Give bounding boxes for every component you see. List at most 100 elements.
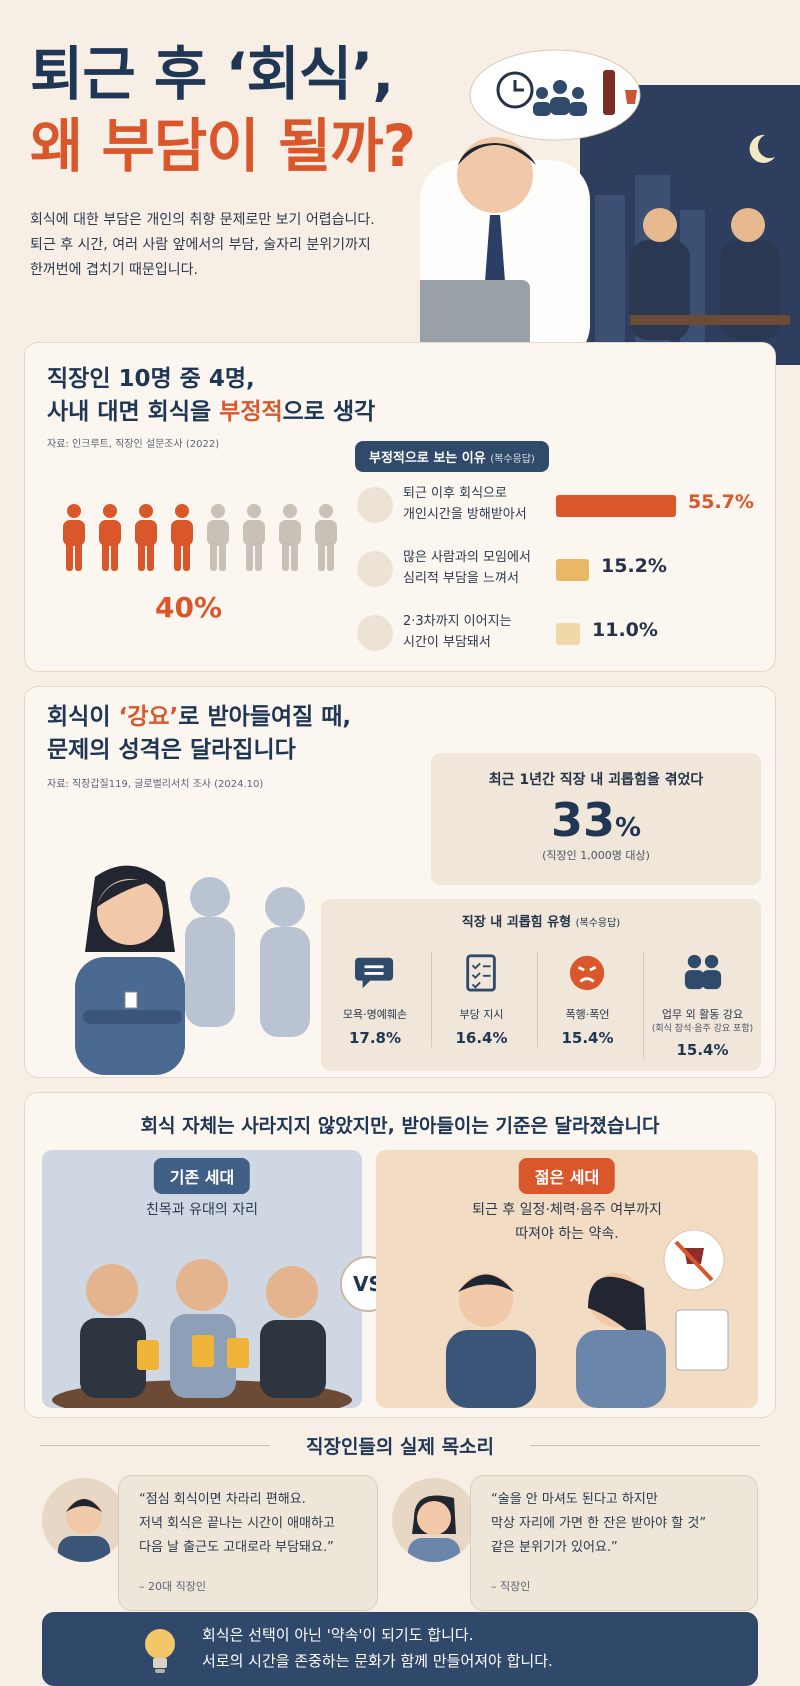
person-icon bbox=[207, 504, 229, 571]
section2-title-line1: 회식이 ‘강요’로 받아들여질 때, bbox=[47, 701, 351, 734]
title-highlight: 부정적 bbox=[219, 399, 283, 425]
harassment-types: 직장 내 괴롭힘 유형 (복수응답) 모욕·명예훼손 17.8% 부당 지시 1… bbox=[321, 899, 761, 1071]
stat-note: (직장인 1,000명 대상) bbox=[542, 849, 650, 862]
reason-line2: 심리적 부담을 느껴서 bbox=[403, 571, 519, 586]
type-value: 16.4% bbox=[455, 1029, 508, 1047]
young-desc-line: 퇴근 후 일정·체력·음주 여부까지 bbox=[472, 1202, 662, 1218]
old-generation-desc: 친목과 유대의 자리 bbox=[146, 1202, 258, 1218]
lightbulb-icon bbox=[145, 1629, 175, 1673]
section3-title: 회식 자체는 사라지지 않았지만, 받아들이는 기준은 달라졌습니다 bbox=[140, 1115, 660, 1137]
reason-bar bbox=[556, 623, 580, 645]
types-title: 직장 내 괴롭힘 유형 bbox=[461, 915, 572, 930]
stat-number: 33 bbox=[550, 793, 615, 847]
avatar-female bbox=[392, 1478, 476, 1562]
section2-title-line2: 문제의 성격은 달라집니다 bbox=[47, 737, 296, 763]
harassment-type: 부당 지시 16.4% bbox=[431, 951, 531, 1047]
hero-title: 퇴근 후 ‘회식’, 왜 부담이 될까? bbox=[30, 38, 416, 182]
section1-title-line2: 사내 대면 회식을 부정적으로 생각 bbox=[47, 396, 375, 429]
two-people-icon bbox=[684, 954, 721, 990]
title-text: 회식이 bbox=[47, 704, 119, 730]
avatar-male bbox=[42, 1478, 126, 1562]
types-header: 직장 내 괴롭힘 유형 (복수응답) bbox=[321, 911, 761, 930]
beer-mug-icon bbox=[192, 1335, 214, 1367]
title-text: 으로 생각 bbox=[282, 399, 376, 425]
title-text: 사내 대면 회식을 bbox=[47, 399, 220, 425]
reason-line2: 개인시간을 방해받아서 bbox=[403, 507, 527, 522]
troubled-employee-illustration bbox=[75, 865, 310, 1075]
quote-author: – 20대 직장인 bbox=[139, 1580, 206, 1593]
checklist-icon bbox=[465, 954, 496, 992]
hero-title-line2: 왜 부담이 될까? bbox=[30, 112, 416, 180]
reason-bar bbox=[556, 559, 589, 581]
hero-desc-line: 퇴근 후 시간, 여러 사람 앞에서의 부담, 술자리 분위기까지 bbox=[30, 237, 371, 253]
divider-left bbox=[40, 1445, 270, 1446]
harassment-type: 모욕·명예훼손 17.8% bbox=[325, 951, 425, 1047]
young-generation-desc: 퇴근 후 일정·체력·음주 여부까지 따져야 하는 약속. bbox=[376, 1198, 758, 1246]
section1-title: 직장인 10명 중 4명, 사내 대면 회식을 부정적으로 생각 bbox=[47, 363, 375, 429]
quote-text: “점심 회식이면 차라리 편해요. 저녁 회식은 끝나는 시간이 애매하고 다음… bbox=[139, 1488, 335, 1560]
percent-40-label: 40% bbox=[155, 591, 223, 624]
person-icon bbox=[279, 504, 301, 571]
wine-bottle-icon bbox=[603, 70, 615, 115]
voices-title: 직장인들의 실제 목소리 bbox=[305, 1436, 495, 1458]
group-icon bbox=[553, 80, 567, 94]
section2-title: 회식이 ‘강요’로 받아들여질 때, 문제의 성격은 달라집니다 bbox=[47, 701, 351, 767]
type-sub: (회식 참석·음주 강요 포함) bbox=[651, 1024, 754, 1034]
worker-head bbox=[457, 137, 533, 213]
type-value: 17.8% bbox=[348, 1029, 402, 1047]
quote-line: “점심 회식이면 차라리 편해요. bbox=[139, 1492, 306, 1507]
quote-card-1: “점심 회식이면 차라리 편해요. 저녁 회식은 끝나는 시간이 애매하고 다음… bbox=[118, 1475, 378, 1611]
title-text: 로 받아들여질 때, bbox=[178, 704, 352, 730]
quote-line: 저녁 회식은 끝나는 시간이 애매하고 bbox=[139, 1516, 335, 1531]
clock-icon bbox=[496, 71, 534, 109]
type-value: 15.4% bbox=[676, 1041, 729, 1059]
type-label: 폭행·폭언 bbox=[565, 1008, 610, 1021]
quote-line: 다음 날 출근도 고대로라 부담돼요.” bbox=[139, 1540, 334, 1555]
stat-unit: % bbox=[614, 813, 642, 843]
section-coercion: 회식이 ‘강요’로 받아들여질 때, 문제의 성격은 달라집니다 자료: 직장갑… bbox=[24, 686, 776, 1078]
stat-label: 최근 1년간 직장 내 괴롭힘을 겪었다 bbox=[488, 772, 704, 788]
clock-icon bbox=[357, 487, 393, 523]
quote-line: 막상 자리에 가면 한 잔은 받아야 할 것” bbox=[491, 1516, 707, 1531]
hero-desc-line: 회식에 대한 부담은 개인의 취향 문제로만 보기 어렵습니다. bbox=[30, 212, 375, 228]
reason-percent: 11.0% bbox=[592, 619, 658, 641]
reason-line1: 퇴근 이후 회식으로 bbox=[403, 486, 507, 501]
section1-title-line1: 직장인 10명 중 4명, bbox=[47, 366, 255, 392]
harassment-type: 업무 외 활동 강요 (회식 참석·음주 강요 포함) 15.4% bbox=[643, 951, 761, 1059]
moon-icon bbox=[749, 134, 775, 163]
footer-banner: 회식은 선택이 아닌 '약속'이 되기도 합니다. 서로의 시간을 존중하는 문… bbox=[42, 1612, 758, 1686]
footer-text: 회식은 선택이 아닌 '약속'이 되기도 합니다. 서로의 시간을 존중하는 문… bbox=[202, 1622, 553, 1674]
section2-source: 자료: 직장갑질119, 글로벌리서치 조사 (2024.10) bbox=[47, 779, 264, 790]
reason-line1: 2·3차까지 이어지는 bbox=[403, 614, 512, 629]
reasons-title: 부정적으로 보는 이유 bbox=[369, 451, 486, 466]
reason-line1: 많은 사람과의 모임에서 bbox=[403, 550, 531, 565]
person-icon bbox=[63, 504, 85, 571]
angry-face-icon bbox=[569, 955, 604, 991]
laptop bbox=[420, 280, 530, 360]
type-label: 모욕·명예훼손 bbox=[342, 1008, 408, 1021]
reason-line2: 시간이 부담돼서 bbox=[403, 635, 491, 650]
quote-text: “술을 안 마셔도 된다고 하지만 막상 자리에 가면 한 잔은 받아야 할 것… bbox=[491, 1488, 706, 1560]
footer-line: 회식은 선택이 아닌 '약속'이 되기도 합니다. bbox=[202, 1626, 474, 1644]
reasons-header: 부정적으로 보는 이유 (복수응답) bbox=[355, 441, 549, 472]
types-note: (복수응답) bbox=[575, 918, 621, 929]
divider-right bbox=[530, 1445, 760, 1446]
reasons-note: (복수응답) bbox=[490, 454, 535, 465]
section1-source: 자료: 인크루트, 직장인 설문조사 (2022) bbox=[47, 439, 220, 450]
young-generation-panel: 젊은 세대 퇴근 후 일정·체력·음주 여부까지 따져야 하는 약속. bbox=[376, 1150, 758, 1408]
reason-percent: 55.7% bbox=[688, 491, 754, 513]
tired-worker-illustration bbox=[420, 49, 800, 365]
reasons-pill: 부정적으로 보는 이유 (복수응답) bbox=[355, 441, 549, 472]
toasting-coworkers-illustration bbox=[52, 1259, 352, 1408]
young-generation-tag: 젊은 세대 bbox=[518, 1158, 616, 1194]
type-label: 업무 외 활동 강요 bbox=[661, 1008, 744, 1021]
anxious-person-icon bbox=[357, 551, 393, 587]
stat-value: 33% bbox=[431, 793, 761, 847]
hero-title-line1: 퇴근 후 ‘회식’, bbox=[30, 40, 394, 108]
speech-bubble-icon bbox=[355, 957, 394, 989]
